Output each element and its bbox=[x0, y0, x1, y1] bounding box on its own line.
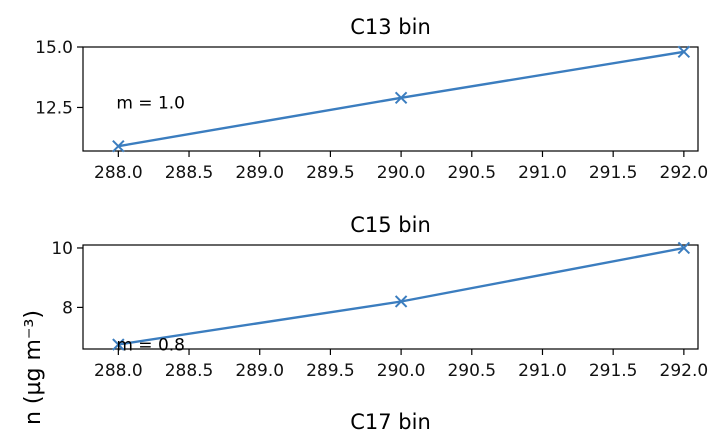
x-tick-label: 291.0 bbox=[518, 163, 567, 183]
x-tick-label: 290.5 bbox=[447, 361, 496, 381]
x-tick-label: 292.0 bbox=[660, 361, 709, 381]
series-line bbox=[118, 246, 685, 346]
x-tick-label: 291.0 bbox=[518, 361, 567, 381]
x-tick-label: 291.5 bbox=[589, 163, 638, 183]
slope-annotation: m = 0.8 bbox=[116, 336, 185, 356]
x-tick-label: 289.0 bbox=[235, 163, 284, 183]
panel-2: C15 bin 288.0 288.5 289.0 289.5 290.0 290.5 291… bbox=[51, 213, 708, 381]
axes-frame bbox=[82, 244, 699, 350]
x-tick-label: 289.5 bbox=[306, 361, 355, 381]
panel-1: C13 bin 288.0 288.5 289.0 289.5 290.0 290.5 291… bbox=[35, 15, 708, 183]
data-point bbox=[394, 91, 408, 104]
x-tick-label: 289.0 bbox=[235, 361, 284, 381]
panel-title: C13 bin bbox=[350, 15, 431, 39]
x-tick-label: 290.5 bbox=[447, 163, 496, 183]
data-point bbox=[394, 295, 408, 308]
panel-title: C15 bin bbox=[350, 213, 431, 237]
data-point bbox=[112, 338, 125, 351]
x-tick-label: 288.5 bbox=[165, 163, 214, 183]
x-tick-label: 292.0 bbox=[660, 163, 709, 183]
slope-annotation: m = 1.0 bbox=[116, 94, 185, 114]
data-point bbox=[112, 139, 125, 153]
x-tick-label: 290.0 bbox=[377, 361, 426, 381]
y-axis-label: n (µg m⁻³) bbox=[21, 310, 46, 425]
y-tick-label: 15.0 bbox=[35, 38, 73, 58]
x-tick-label: 288.0 bbox=[94, 163, 143, 183]
x-tick-label: 289.5 bbox=[306, 163, 355, 183]
chart-panels: C13 bin 288.0 288.5 289.0 289.5 290.0 290.5 291… bbox=[35, 15, 708, 434]
x-tick-label: 288.0 bbox=[94, 361, 143, 381]
axes-frame bbox=[82, 46, 699, 152]
x-tick-label: 290.0 bbox=[377, 163, 426, 183]
y-tick-label: 12.5 bbox=[35, 98, 73, 118]
panel-title: C17 bin bbox=[350, 410, 431, 434]
y-tick-label: 10 bbox=[51, 239, 73, 259]
panel-3: C17 bin bbox=[350, 410, 431, 434]
y-tick-label: 8 bbox=[62, 298, 73, 318]
x-tick-label: 288.5 bbox=[165, 361, 214, 381]
data-point bbox=[677, 241, 691, 255]
x-tick-label: 291.5 bbox=[589, 361, 638, 381]
data-point bbox=[677, 45, 691, 59]
